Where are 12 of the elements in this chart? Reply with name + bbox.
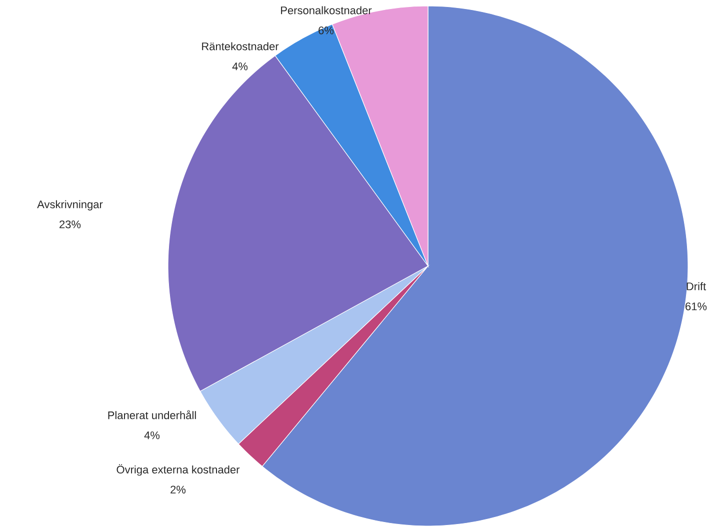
slice-label: Planerat underhåll xyxy=(108,410,196,420)
data-label: 23% xyxy=(60,220,81,228)
data-label: 61% xyxy=(686,302,707,310)
slice-label: Drift xyxy=(686,282,706,290)
slice-label: Räntekostnader xyxy=(202,42,279,50)
slice-label: Personalkostnader xyxy=(281,6,372,14)
data-label: 6% xyxy=(318,26,334,34)
slice-label: Avskrivningar xyxy=(37,200,103,210)
data-label: 2% xyxy=(170,486,186,494)
slice-label: Övriga externa kostnader xyxy=(116,464,240,476)
data-label: 4% xyxy=(144,431,160,440)
data-label: 4% xyxy=(232,62,248,70)
